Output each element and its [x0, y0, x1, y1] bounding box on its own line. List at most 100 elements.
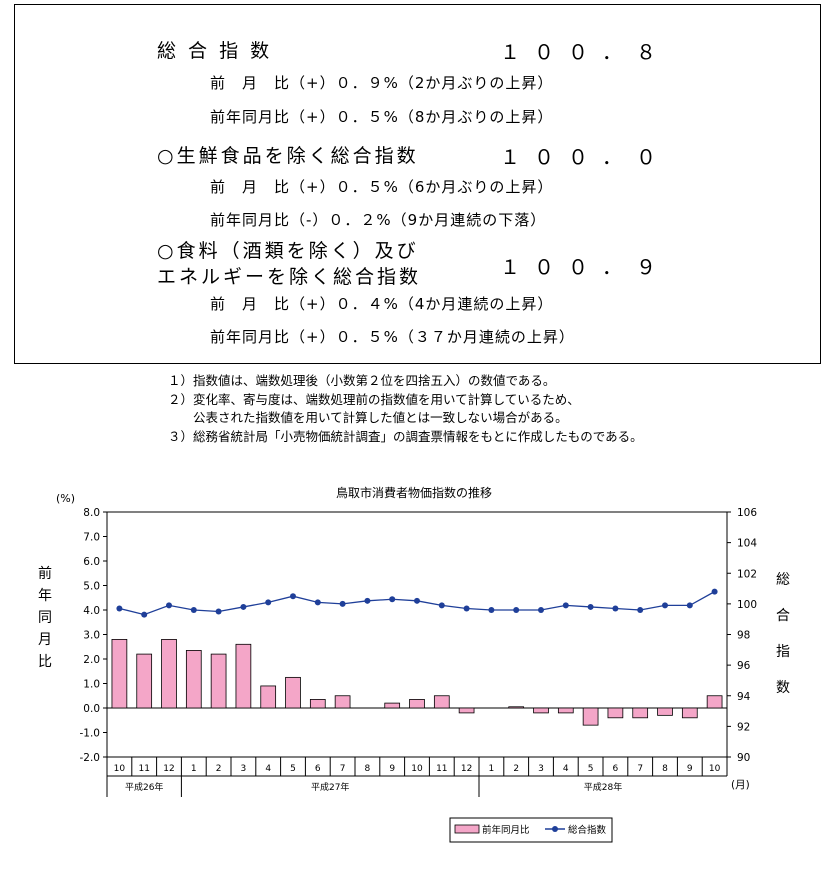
y-right-tick-label: 102 [737, 568, 757, 580]
y-left-tick-label: 7.0 [83, 532, 100, 544]
point-overall-index [314, 599, 321, 606]
x-tick-label: 12 [163, 764, 174, 774]
bar-yoy [706, 695, 723, 709]
point-overall-index [339, 600, 346, 607]
point-overall-index [662, 602, 668, 609]
x-tick-label: 8 [662, 764, 668, 774]
y-left-axis-label-char: 前 [38, 565, 52, 582]
point-overall-index [686, 602, 693, 609]
x-unit-label: (月) [731, 779, 750, 791]
point-overall-index [215, 608, 222, 615]
y-right-tick-label: 96 [737, 660, 751, 672]
point-overall-index [562, 602, 569, 609]
y-right-tick-label: 94 [737, 691, 751, 703]
note-2-continued: 公表された指数値を用いて計算した値とは一致しない場合がある。 [168, 410, 568, 425]
y-right-tick-label: 104 [737, 538, 757, 550]
point-overall-index [265, 599, 272, 606]
y-left-tick-label: 1.0 [83, 679, 100, 691]
bar-yoy [111, 639, 128, 709]
chart-legend: 前年同月比 総合指数 [449, 817, 613, 843]
legend-bar-label: 前年同月比 [482, 824, 530, 836]
x-tick-label: 3 [538, 764, 544, 774]
core-core-index-value: １００．９ [500, 255, 670, 279]
point-overall-index [612, 605, 619, 612]
y-left-tick-label: 6.0 [83, 556, 100, 568]
bar-yoy [657, 707, 673, 716]
x-tick-label: 1 [489, 764, 495, 774]
x-tick-label: 6 [613, 764, 619, 774]
y-left-axis-label-char: 比 [38, 654, 52, 670]
core-core-label-line2: エネルギーを除く総合指数 [157, 266, 422, 288]
y-left-tick-label: -1.0 [80, 728, 101, 740]
plot-area: 8.07.06.05.04.03.02.01.00.0-1.0-2.010610… [38, 507, 790, 797]
y-right-tick-label: 106 [737, 507, 757, 519]
year-group-label: 平成28年 [584, 781, 622, 793]
bar-yoy [533, 707, 549, 714]
y-right-axis-label-char: 合 [776, 608, 790, 624]
point-overall-index [711, 588, 718, 595]
point-overall-index [414, 597, 420, 604]
point-overall-index [587, 603, 594, 610]
bar-yoy [235, 643, 252, 709]
y-right-axis-label-char: 指 [776, 644, 790, 660]
core-yoy: 前年同月比（-）０．２%（9か月連続の下落） [210, 211, 547, 229]
x-tick-label: 10 [709, 764, 721, 774]
x-tick-label: 2 [513, 764, 519, 774]
core-core-label-line1: ○食料（酒類を除く）及び [157, 240, 419, 262]
bar-yoy [508, 706, 525, 709]
x-tick-label: 1 [191, 764, 197, 774]
y-left-tick-label: 2.0 [83, 654, 100, 666]
bar-yoy [309, 699, 326, 709]
point-overall-index [488, 607, 495, 613]
plot-frame [106, 511, 728, 758]
core-core-mom: 前 月 比（+）０．４%（4か月連続の上昇） [210, 295, 554, 313]
legend-line-marker [552, 826, 558, 832]
point-overall-index [290, 593, 296, 600]
point-overall-index [190, 607, 197, 613]
bar-yoy [285, 676, 301, 709]
y-left-tick-label: 0.0 [83, 703, 100, 715]
x-tick-label: 5 [588, 764, 594, 774]
point-overall-index [240, 603, 247, 610]
overall-yoy: 前年同月比（+）０．５%（8か月ぶりの上昇） [210, 108, 554, 126]
overall-index-value: １００．８ [500, 40, 670, 64]
point-overall-index [438, 602, 445, 609]
bar-yoy [185, 650, 202, 709]
x-tick-label: 3 [241, 764, 247, 774]
point-overall-index [463, 605, 470, 612]
bar-yoy [433, 695, 450, 709]
x-tick-label: 4 [563, 764, 569, 774]
bar-yoy [334, 695, 351, 709]
note-2: ２）変化率、寄与度は、端数処理前の指数値を用いて計算しているため、 [168, 392, 580, 407]
y-right-axis-label-char: 数 [776, 680, 790, 696]
y-left-axis-label-char: 年 [38, 588, 52, 604]
year-group-label: 平成27年 [311, 781, 349, 793]
bar-yoy [582, 707, 599, 726]
x-tick-label: 7 [637, 764, 643, 774]
core-index-label: ○生鮮食品を除く総合指数 [157, 145, 419, 167]
bar-yoy [607, 707, 624, 719]
y-left-tick-label: 4.0 [83, 605, 100, 617]
x-tick-label: 6 [315, 764, 321, 774]
y-right-tick-label: 100 [737, 599, 757, 611]
y-right-axis-label-char: 総 [776, 572, 790, 588]
bar-yoy [458, 707, 475, 714]
overall-mom: 前 月 比（+）０．９%（2か月ぶりの上昇） [210, 74, 554, 92]
y-left-tick-label: 3.0 [83, 630, 100, 642]
x-tick-label: 7 [340, 764, 346, 774]
bar-yoy [136, 653, 153, 709]
bar-yoy [409, 699, 425, 709]
legend-line-label: 総合指数 [568, 824, 607, 836]
overall-index-label: 総 合 指 数 [157, 40, 273, 62]
x-tick-label: 2 [216, 764, 222, 774]
point-overall-index [389, 596, 396, 603]
core-mom: 前 月 比（+）０．５%（6か月ぶりの上昇） [210, 178, 554, 196]
bar-yoy [681, 707, 698, 719]
summary-box [14, 4, 821, 364]
core-core-yoy: 前年同月比（+）０．５%（３７か月連続の上昇） [210, 328, 575, 346]
bar-yoy [632, 707, 649, 719]
y-left-tick-label: -2.0 [80, 752, 101, 764]
point-overall-index [166, 602, 172, 609]
x-tick-label: 8 [365, 764, 371, 774]
y-left-axis-label-char: 月 [38, 632, 52, 648]
